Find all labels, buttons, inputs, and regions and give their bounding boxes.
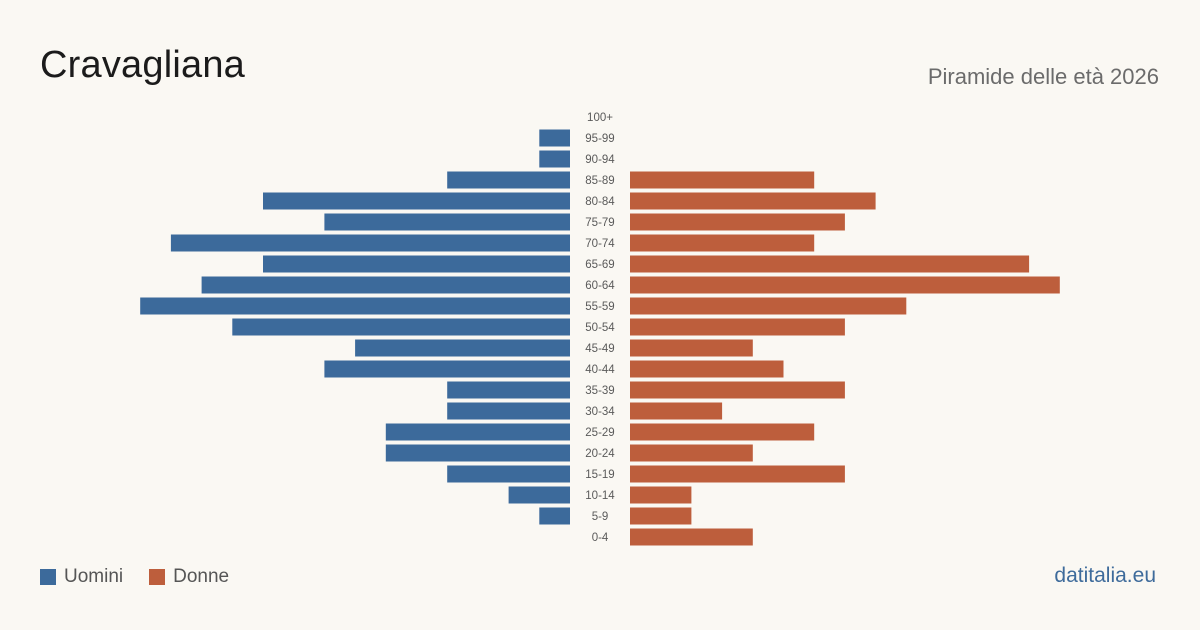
brand-link[interactable]: datitalia.eu (1054, 564, 1156, 587)
age-label-65-69: 65-69 (585, 259, 614, 271)
age-label-80-84: 80-84 (585, 196, 615, 208)
bar-men-65-69 (263, 255, 570, 273)
bar-men-15-19 (447, 465, 570, 483)
age-label-55-59: 55-59 (585, 301, 614, 313)
age-label-35-39: 35-39 (585, 385, 614, 397)
bar-women-70-74 (630, 234, 815, 252)
age-label-10-14: 10-14 (585, 490, 615, 502)
legend-swatch-men (40, 569, 56, 585)
bar-women-55-59 (630, 297, 907, 315)
bar-men-5-9 (539, 507, 570, 525)
age-label-15-19: 15-19 (585, 469, 614, 481)
bar-men-45-49 (355, 339, 570, 357)
bar-women-25-29 (630, 423, 815, 441)
legend-item-men: Uomini (40, 566, 123, 588)
age-label-50-54: 50-54 (585, 322, 615, 334)
legend-swatch-women (149, 569, 166, 585)
legend-label-women: Donne (173, 566, 230, 587)
page-title: Cravagliana (40, 44, 245, 86)
age-label-5-9: 5-9 (592, 511, 609, 523)
bar-men-95-99 (539, 129, 570, 147)
bar-men-90-94 (539, 150, 570, 168)
age-label-70-74: 70-74 (585, 238, 615, 250)
bar-men-60-64 (201, 276, 570, 294)
page-subtitle: Piramide delle età 2026 (927, 64, 1159, 89)
bar-men-80-84 (263, 192, 570, 210)
bar-men-70-74 (170, 234, 570, 252)
bar-women-10-14 (630, 486, 692, 504)
bar-men-50-54 (232, 318, 571, 336)
bar-women-80-84 (630, 192, 876, 210)
bar-women-75-79 (630, 213, 845, 231)
age-label-90-94: 90-94 (585, 154, 615, 166)
bar-men-20-24 (385, 444, 570, 462)
bar-women-35-39 (630, 381, 845, 399)
age-label-0-4: 0-4 (592, 532, 609, 544)
bar-women-0-4 (630, 528, 753, 546)
bar-men-25-29 (385, 423, 570, 441)
bar-men-75-79 (324, 213, 570, 231)
bar-women-30-34 (630, 402, 723, 420)
bar-men-55-59 (140, 297, 570, 315)
age-label-45-49: 45-49 (585, 343, 614, 355)
bar-men-10-14 (508, 486, 570, 504)
legend-item-women: Donne (149, 566, 229, 588)
bar-men-40-44 (324, 360, 570, 378)
bar-women-85-89 (630, 171, 815, 189)
bar-women-5-9 (630, 507, 692, 525)
bar-men-30-34 (447, 402, 570, 420)
bar-women-60-64 (630, 276, 1060, 294)
bar-women-20-24 (630, 444, 753, 462)
age-label-100plus: 100+ (587, 112, 613, 124)
bar-women-40-44 (630, 360, 784, 378)
bar-women-15-19 (630, 465, 845, 483)
age-label-25-29: 25-29 (585, 427, 614, 439)
bar-men-85-89 (447, 171, 570, 189)
legend: Uomini Donne (40, 566, 255, 588)
age-label-75-79: 75-79 (585, 217, 614, 229)
bar-women-45-49 (630, 339, 753, 357)
age-label-40-44: 40-44 (585, 364, 615, 376)
age-label-95-99: 95-99 (585, 133, 614, 145)
age-label-85-89: 85-89 (585, 175, 614, 187)
legend-label-men: Uomini (64, 566, 124, 587)
bar-women-65-69 (630, 255, 1030, 273)
age-label-20-24: 20-24 (585, 448, 615, 460)
age-label-30-34: 30-34 (585, 406, 615, 418)
bar-men-35-39 (447, 381, 570, 399)
bar-women-50-54 (630, 318, 845, 336)
age-label-60-64: 60-64 (585, 280, 615, 292)
